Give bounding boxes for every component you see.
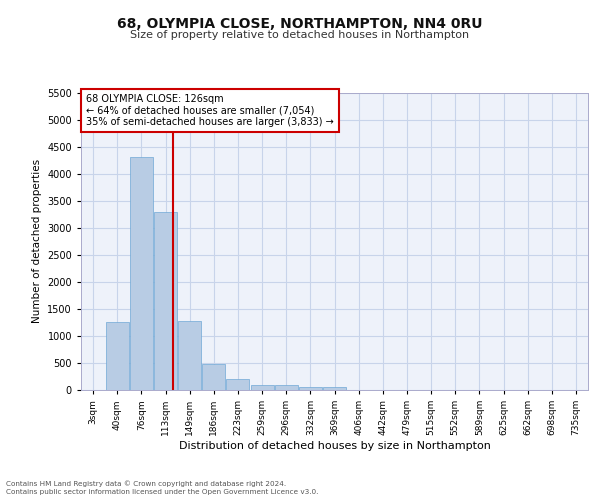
- Text: Contains HM Land Registry data © Crown copyright and database right 2024.
Contai: Contains HM Land Registry data © Crown c…: [6, 480, 319, 495]
- Text: 68 OLYMPIA CLOSE: 126sqm
← 64% of detached houses are smaller (7,054)
35% of sem: 68 OLYMPIA CLOSE: 126sqm ← 64% of detach…: [86, 94, 334, 127]
- Bar: [299, 388, 322, 390]
- Bar: [130, 158, 153, 390]
- X-axis label: Distribution of detached houses by size in Northampton: Distribution of detached houses by size …: [179, 441, 490, 451]
- Y-axis label: Number of detached properties: Number of detached properties: [32, 159, 41, 324]
- Text: 68, OLYMPIA CLOSE, NORTHAMPTON, NN4 0RU: 68, OLYMPIA CLOSE, NORTHAMPTON, NN4 0RU: [117, 18, 483, 32]
- Bar: [202, 364, 225, 390]
- Bar: [226, 380, 250, 390]
- Bar: [154, 212, 177, 390]
- Text: Size of property relative to detached houses in Northampton: Size of property relative to detached ho…: [130, 30, 470, 40]
- Bar: [251, 384, 274, 390]
- Bar: [323, 388, 346, 390]
- Bar: [178, 321, 201, 390]
- Bar: [106, 322, 128, 390]
- Bar: [275, 385, 298, 390]
